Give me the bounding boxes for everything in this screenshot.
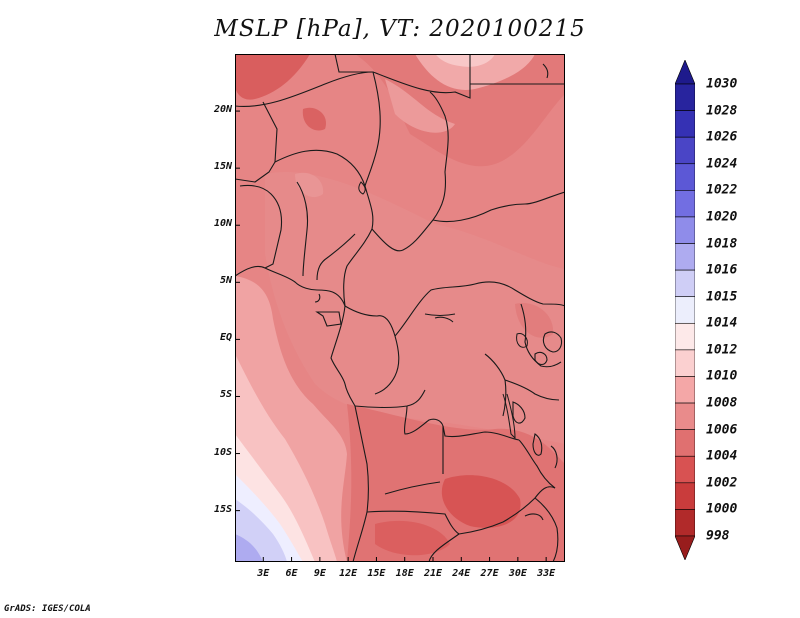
lon-label: 21E [423,568,443,579]
lat-label: EQ [219,332,232,344]
lat-label: 10S [213,446,232,458]
colorbar-segment [674,509,696,537]
colorbar-segment [674,190,696,218]
colorbar-label: 1026 [706,129,738,145]
lon-label: 3E [257,568,270,579]
map-border [235,54,565,562]
lon-label: 9E [313,568,326,579]
colorbar-segment [674,349,696,377]
lon-label: 12E [339,568,358,579]
colorbar-segment [674,243,696,271]
lat-label: 15N [213,161,232,173]
grads-credit: GrADS: IGES/COLA [4,604,91,614]
colorbar-segment [674,402,696,430]
country-borders [235,54,565,562]
colorbar-label: 998 [706,528,730,544]
colorbar-label: 1014 [706,315,738,331]
colorbar-segment [674,269,696,298]
colorbar-label: 1018 [706,236,738,252]
colorbar-segment [674,83,696,111]
colorbar-label: 1000 [706,501,738,517]
colorbar-label: 1028 [706,103,738,119]
pressure-field-north-high [415,54,535,90]
lat-label: 15S [213,503,232,515]
colorbar-label: 1006 [706,422,738,438]
ocean-gradient-6 [235,534,263,562]
colorbar-segment [674,296,696,324]
colorbar-label: 1030 [706,76,738,92]
colorbar-segment [674,376,696,404]
lon-label: 24E [452,568,471,579]
map-title: MSLP [hPa], VT: 2020100215 [214,16,586,42]
colorbar-label: 1024 [706,156,738,172]
pressure-field-nw-low [235,54,310,100]
lon-label: 15E [367,568,386,579]
lon-label: 30E [508,568,527,579]
colorbar-segment [674,429,696,457]
lat-label: 20N [213,104,232,116]
lat-label: 5S [219,389,232,401]
colorbar-label: 1015 [706,289,738,305]
colorbar-label: 1004 [706,448,738,464]
lat-label: 5N [219,275,232,287]
pressure-field-south-low [441,475,521,528]
colorbar-segment [674,136,696,165]
colorbar-segment [674,322,696,351]
lakes [358,181,528,440]
colorbar-label: 1022 [706,182,738,198]
colorbar-segment [674,163,696,191]
colorbar-segment [674,482,696,510]
colorbar-label: 1020 [706,209,738,225]
lat-label: 10N [213,218,232,230]
lon-tick-group [262,557,547,562]
colorbar-label: 1016 [706,262,738,278]
colorbar-label: 1008 [706,395,738,411]
colorbar-label: 1002 [706,475,738,491]
pressure-map [235,54,565,562]
colorbar-bottom-triangle [674,535,696,561]
colorbar-segment [674,455,696,484]
lon-label: 27E [480,568,499,579]
colorbar [674,59,696,561]
lat-tick-group [235,110,240,512]
colorbar-label: 1012 [706,342,738,358]
colorbar-segment [674,216,696,244]
lon-label: 33E [537,568,556,579]
lon-label: 18E [395,568,414,579]
colorbar-segment [674,110,696,138]
lon-label: 6E [285,568,298,579]
colorbar-top-triangle [674,59,696,85]
colorbar-label: 1010 [706,368,738,384]
